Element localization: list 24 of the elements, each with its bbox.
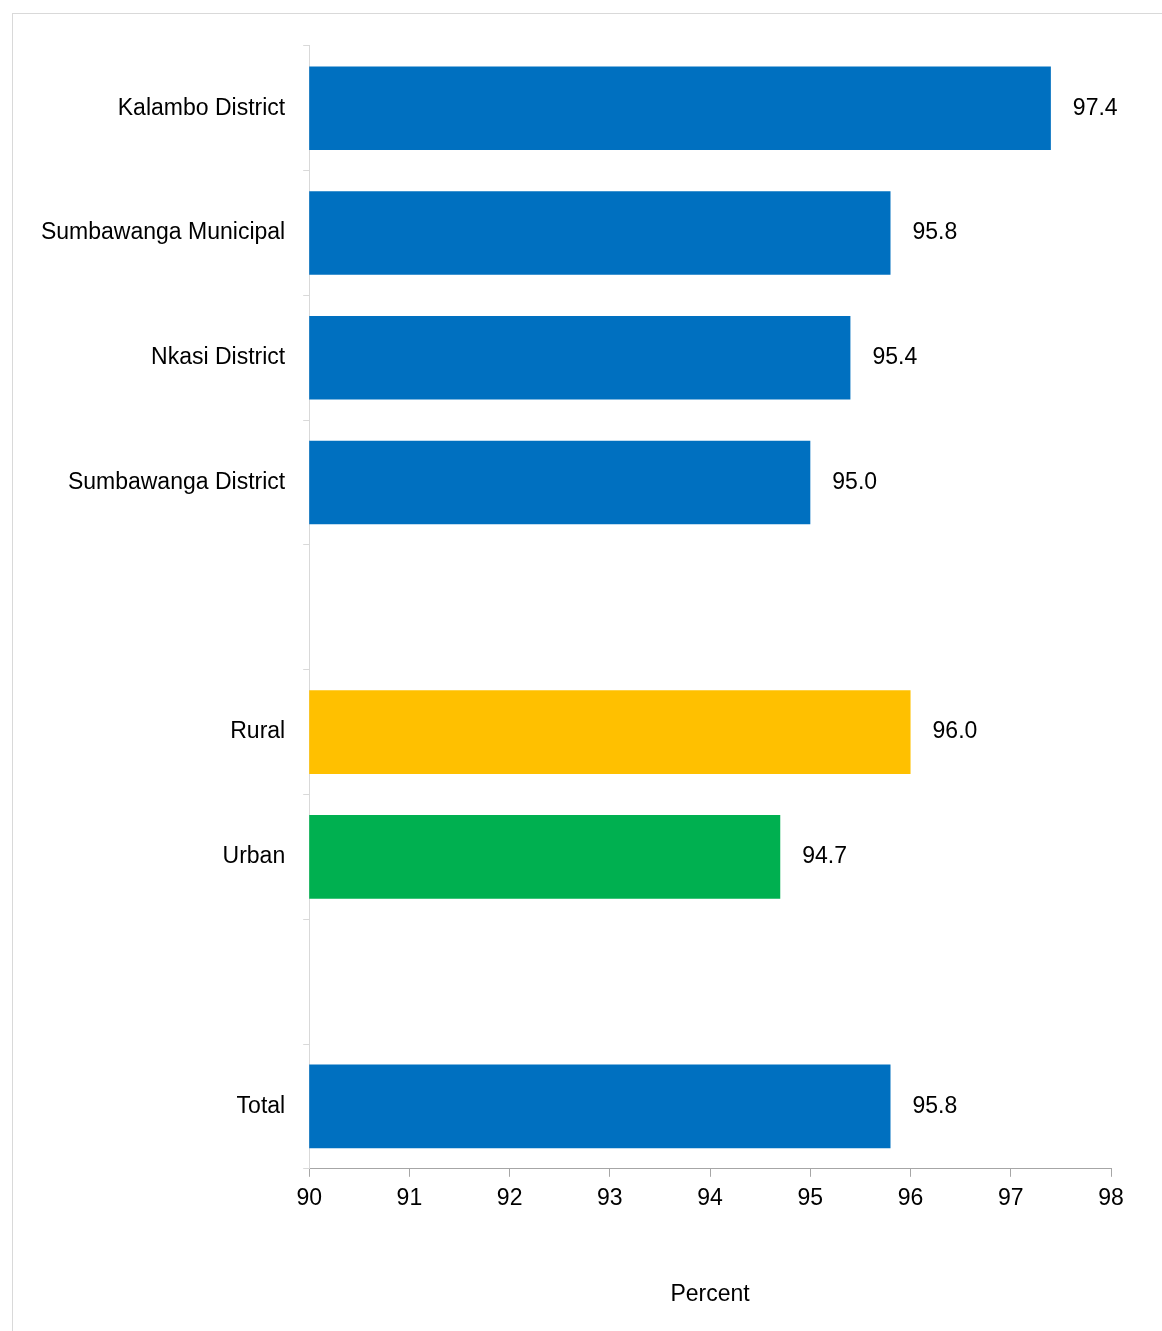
y-tick-label: Urban <box>222 842 286 869</box>
y-tick-label: Kalambo District <box>117 93 286 120</box>
x-tick-label: 95 <box>797 1183 824 1210</box>
x-axis-title: Percent <box>670 1279 751 1306</box>
x-tick-label: 97 <box>997 1183 1024 1210</box>
data-label: 96.0 <box>932 717 978 744</box>
data-label: 95.8 <box>912 218 958 245</box>
y-tick-label: Total <box>236 1091 286 1118</box>
x-tick-label: 92 <box>496 1183 523 1210</box>
x-tick-label: 98 <box>1098 1183 1124 1210</box>
data-label: 95.8 <box>912 1091 958 1118</box>
data-label: 97.4 <box>1072 93 1118 120</box>
x-tick-label: 96 <box>897 1183 924 1210</box>
x-tick-label: 91 <box>396 1183 423 1210</box>
data-label: 95.4 <box>872 343 918 370</box>
x-tick-label: 94 <box>697 1183 724 1210</box>
y-tick-label: Sumbawanga District <box>67 467 286 494</box>
y-tick-label: Sumbawanga Municipal <box>40 218 286 245</box>
data-label: 94.7 <box>802 842 848 869</box>
data-label: 95.0 <box>832 467 878 494</box>
y-tick-label: Nkasi District <box>151 343 286 370</box>
x-tick-label: 90 <box>296 1183 322 1210</box>
x-tick-label: 93 <box>597 1183 623 1210</box>
y-tick-label: Rural <box>230 717 286 744</box>
